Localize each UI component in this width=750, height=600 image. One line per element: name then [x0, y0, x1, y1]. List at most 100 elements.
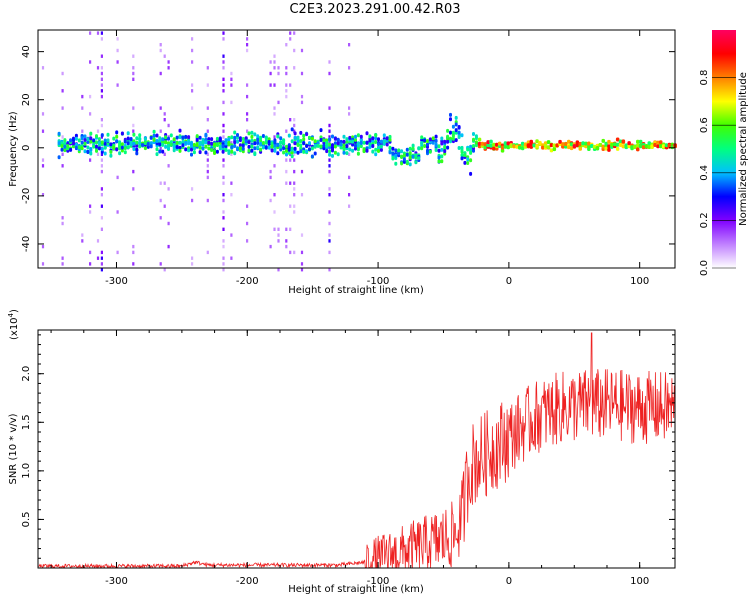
- spectrogram-band-cell: [500, 145, 505, 150]
- spectrogram-band-cell: [213, 142, 216, 147]
- snr-ylabel: SNR (10 * v/v): [8, 413, 19, 484]
- spectrogram-band-cell: [195, 134, 199, 139]
- spectrogram-band-cell: [184, 147, 188, 152]
- spectrogram-band-cell: [400, 161, 404, 166]
- spectrogram-band-cell: [397, 148, 401, 153]
- spectrogram-band-cell: [457, 146, 461, 150]
- spectrogram-noise-cell: [222, 37, 225, 41]
- spectrogram-noise-cell: [273, 66, 276, 70]
- spectrogram-noise-cell: [348, 106, 351, 110]
- spectrogram-band-cell: [250, 138, 254, 143]
- spectrogram-band-cell: [302, 137, 306, 142]
- spectrogram-noise-cell: [328, 169, 331, 174]
- spectrogram-xtick-label: -200: [236, 276, 259, 287]
- spectrogram-band-cell: [305, 149, 309, 154]
- spectrogram-band-cell: [368, 142, 372, 147]
- spectrogram-band-cell: [135, 147, 139, 152]
- spectrogram-band-cell: [141, 143, 145, 147]
- spectrogram-band-cell: [569, 146, 574, 151]
- spectrogram-noise-cell: [300, 268, 304, 272]
- spectrogram-noise-cell: [289, 37, 292, 41]
- spectrogram-noise-cell: [206, 158, 209, 162]
- spectrogram-band-cell: [282, 150, 286, 155]
- spectrogram-band-cell: [181, 143, 185, 148]
- spectrogram-band-cell: [126, 141, 130, 146]
- spectrogram-band-cell: [215, 149, 219, 154]
- spectrogram-noise-cell: [273, 210, 276, 214]
- spectrogram-noise-cell: [100, 256, 103, 260]
- spectrogram-band-cell: [95, 144, 98, 149]
- spectrogram-band-cell: [431, 136, 435, 141]
- spectrogram-band-cell: [543, 143, 548, 148]
- spectrogram-band-cell: [437, 148, 441, 153]
- spectrogram-band-cell: [175, 135, 179, 140]
- spectrogram-band-cell: [333, 136, 337, 141]
- spectrogram-band-cell: [558, 139, 562, 144]
- spectrogram-noise-cell: [246, 204, 249, 208]
- spectrogram-noise-cell: [191, 262, 194, 266]
- spectrogram-noise-cell: [285, 158, 288, 162]
- spectrogram-band-cell: [250, 134, 254, 139]
- spectrogram-noise-cell: [81, 129, 84, 133]
- spectrogram-band-cell: [97, 141, 101, 145]
- spectrogram-band-cell: [74, 136, 78, 141]
- spectrogram-noise-cell: [159, 71, 162, 76]
- spectrogram-noise-cell: [273, 106, 276, 110]
- spectrogram-band-cell: [575, 140, 580, 145]
- spectrogram-band-cell: [230, 145, 234, 150]
- spectrogram-noise-cell: [206, 129, 209, 133]
- spectrogram-band-cell: [434, 148, 438, 152]
- spectrogram-band-cell: [103, 145, 107, 150]
- spectrogram-band-cell: [279, 136, 283, 141]
- spectrogram-band-cell: [408, 162, 412, 167]
- spectrogram-band-cell: [405, 159, 409, 164]
- spectrogram-band-cell: [57, 155, 61, 160]
- spectrogram-noise-cell: [285, 244, 288, 249]
- spectrogram-band-cell: [238, 146, 242, 151]
- spectrogram-band-cell: [123, 146, 127, 151]
- spectrogram-band-cell: [89, 147, 93, 151]
- spectrogram-noise-cell: [289, 83, 292, 87]
- spectrogram-band-cell: [120, 142, 124, 147]
- spectrogram-band-cell: [440, 136, 444, 141]
- spectrogram-band-cell: [615, 142, 620, 147]
- spectrogram-noise-cell: [246, 221, 249, 226]
- spectrogram-band-cell: [155, 139, 159, 143]
- spectrogram-band-cell: [374, 147, 378, 152]
- spectrogram-band-cell: [89, 136, 93, 141]
- spectrogram-band-cell: [273, 146, 277, 151]
- spectrogram-band-cell: [112, 136, 116, 141]
- spectrogram-band-cell: [368, 145, 372, 150]
- spectrogram-band-cell: [184, 134, 188, 139]
- spectrogram-band-cell: [659, 143, 663, 148]
- spectrogram-band-cell: [103, 138, 107, 143]
- spectrogram-band-cell: [218, 137, 222, 142]
- spectrogram-band-cell: [333, 144, 337, 149]
- spectrogram-noise-cell: [269, 244, 272, 249]
- spectrogram-noise-cell: [222, 210, 225, 214]
- spectrogram-band-cell: [293, 131, 297, 136]
- spectrogram-band-cell: [506, 141, 510, 146]
- spectrogram-band-cell: [310, 146, 314, 151]
- spectrogram-band-cell: [164, 135, 168, 140]
- spectrogram-band-cell: [618, 143, 623, 147]
- spectrogram-band-cell: [584, 141, 588, 146]
- spectrogram-noise-cell: [89, 204, 92, 208]
- colorbar-tick-label: 0.4: [699, 165, 710, 181]
- spectrogram-band-cell: [477, 141, 482, 146]
- spectrogram-noise-cell: [300, 250, 304, 255]
- spectrogram-noise-cell: [230, 181, 233, 185]
- spectrogram-noise-cell: [167, 221, 170, 226]
- spectrogram-band-cell: [95, 134, 98, 139]
- spectrogram-noise-cell: [328, 210, 331, 214]
- spectrogram-band-cell: [155, 147, 159, 152]
- spectrogram-band-cell: [333, 141, 337, 146]
- spectrogram-noise-cell: [61, 135, 64, 139]
- spectrogram-band-cell: [417, 156, 421, 161]
- spectrogram-noise-cell: [222, 31, 225, 35]
- spectrogram-noise-cell: [285, 169, 288, 174]
- spectrogram-band-cell: [379, 139, 383, 144]
- spectrogram-band-cell: [529, 139, 533, 144]
- spectrogram-noise-cell: [100, 262, 103, 266]
